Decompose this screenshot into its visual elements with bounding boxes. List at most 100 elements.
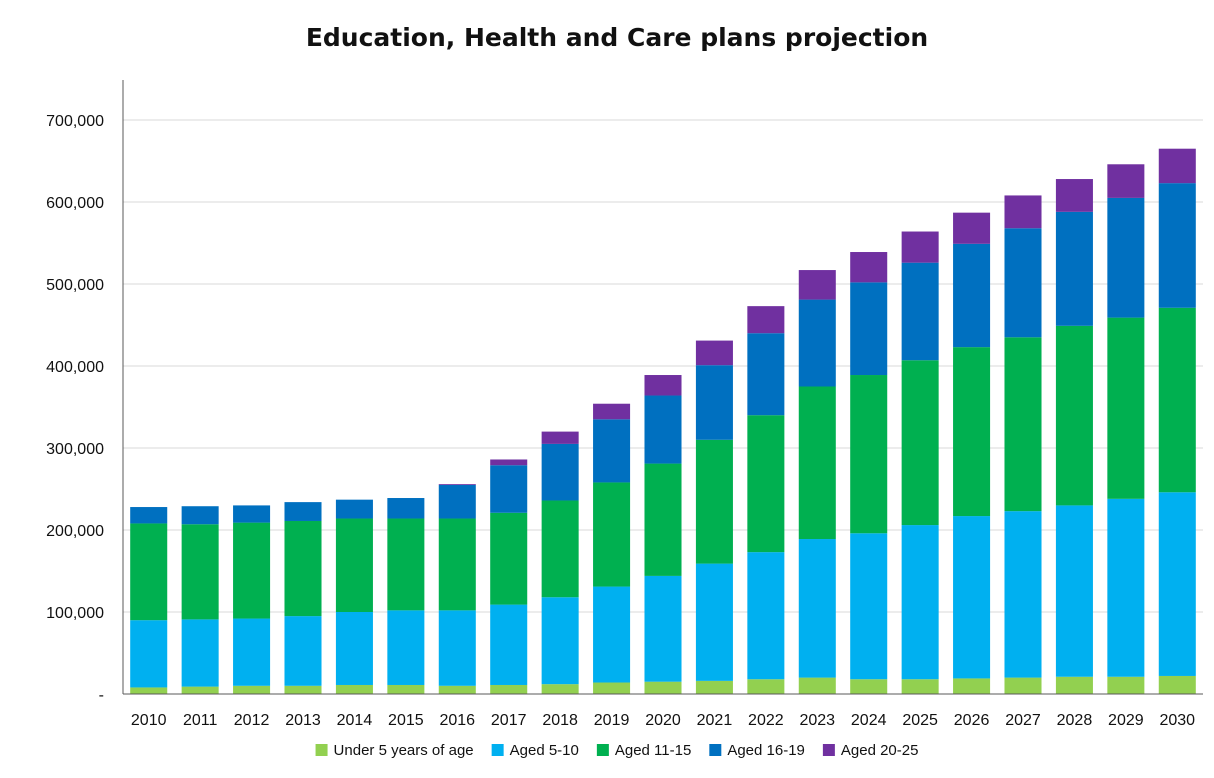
bar-segment bbox=[1055, 211, 1093, 326]
legend-item: Aged 20-25 bbox=[822, 742, 918, 759]
bar-segment bbox=[387, 610, 425, 685]
legend-swatch bbox=[596, 744, 609, 756]
bar-segment bbox=[798, 386, 836, 540]
bar-segment bbox=[901, 262, 939, 361]
legend-label: Aged 11-15 bbox=[615, 742, 691, 759]
bar-segment bbox=[1107, 498, 1145, 677]
bar-segment bbox=[1004, 511, 1042, 678]
bar-segment bbox=[181, 619, 219, 687]
bar-segment bbox=[695, 563, 733, 681]
bar-segment bbox=[747, 679, 785, 694]
bar-segment bbox=[387, 498, 425, 519]
legend-item: Aged 11-15 bbox=[596, 742, 691, 759]
x-tick-label: 2027 bbox=[1005, 712, 1041, 729]
bar-segment bbox=[1004, 677, 1042, 694]
legend-swatch bbox=[491, 744, 504, 756]
bar-segment bbox=[490, 465, 528, 513]
bar-segment bbox=[798, 677, 836, 694]
bar-segment bbox=[233, 522, 271, 619]
bar-segment bbox=[335, 499, 373, 519]
bar-segment bbox=[1158, 148, 1196, 184]
x-tick-label: 2026 bbox=[954, 712, 990, 729]
bar-segment bbox=[335, 518, 373, 612]
legend-item: Aged 16-19 bbox=[709, 742, 805, 759]
bar-segment bbox=[953, 347, 991, 517]
y-tick-label: 300,000 bbox=[46, 441, 104, 458]
x-tick-label: 2014 bbox=[337, 712, 373, 729]
x-tick-label: 2023 bbox=[799, 712, 835, 729]
bar-segment bbox=[130, 620, 168, 688]
axes: - 100,000 200,000 300,000 400,000 500,000 600,… bbox=[46, 80, 1203, 729]
legend-label: Under 5 years of age bbox=[334, 742, 474, 759]
bar-segment bbox=[953, 243, 991, 348]
bar-segment bbox=[284, 685, 322, 694]
y-tick-label: 100,000 bbox=[46, 605, 104, 622]
chart-title: Education, Health and Care plans project… bbox=[306, 23, 928, 52]
bar-segment bbox=[1055, 179, 1093, 212]
bar-segment bbox=[438, 484, 476, 519]
bar-segment bbox=[387, 518, 425, 611]
bar-segment bbox=[284, 616, 322, 686]
bar-segment bbox=[798, 539, 836, 678]
bar-segment bbox=[1004, 195, 1042, 229]
bar-segment bbox=[335, 612, 373, 685]
bar-segment bbox=[1158, 183, 1196, 308]
bar-segment bbox=[850, 679, 888, 694]
legend: Under 5 years of age Aged 5-10 Aged 11-15 A… bbox=[315, 742, 918, 759]
x-tick-label: 2030 bbox=[1159, 712, 1195, 729]
bar-segment bbox=[695, 340, 733, 366]
bar-segment bbox=[284, 502, 322, 521]
bar-segment bbox=[1158, 492, 1196, 676]
bar-segment bbox=[181, 686, 219, 694]
bar-segment bbox=[438, 484, 476, 485]
bar-segment bbox=[1107, 317, 1145, 499]
bar-segment bbox=[695, 439, 733, 564]
x-tick-label: 2025 bbox=[902, 712, 938, 729]
bar-segment bbox=[644, 463, 682, 576]
bar-segment bbox=[438, 685, 476, 694]
bar-segment bbox=[1004, 228, 1042, 338]
legend-label: Aged 16-19 bbox=[727, 742, 805, 759]
legend-swatch bbox=[709, 744, 722, 756]
x-tick-label: 2021 bbox=[697, 712, 733, 729]
bar-segment bbox=[130, 507, 168, 524]
bar-segment bbox=[695, 680, 733, 694]
bar-segment bbox=[1055, 676, 1093, 694]
bar-segment bbox=[1107, 676, 1145, 694]
bar-segment bbox=[644, 395, 682, 464]
bar-segment bbox=[490, 684, 528, 694]
bar-segment bbox=[953, 678, 991, 694]
y-tick-label: - bbox=[99, 687, 104, 704]
bar-segment bbox=[901, 360, 939, 526]
x-tick-label: 2016 bbox=[439, 712, 475, 729]
bar-segment bbox=[747, 415, 785, 553]
bar-segment bbox=[233, 618, 271, 686]
bar-segment bbox=[1107, 164, 1145, 198]
y-tick-label: 700,000 bbox=[46, 113, 104, 130]
bar-segment bbox=[798, 299, 836, 387]
legend-label: Aged 5-10 bbox=[510, 742, 579, 759]
bar-segment bbox=[284, 520, 322, 617]
bar-segment bbox=[1158, 307, 1196, 493]
x-tick-label: 2011 bbox=[183, 712, 218, 729]
x-tick-label: 2010 bbox=[131, 712, 167, 729]
bar-segment bbox=[850, 375, 888, 534]
bar-segment bbox=[593, 682, 631, 694]
x-tick-label: 2017 bbox=[491, 712, 527, 729]
bar-segment bbox=[695, 365, 733, 440]
bar-segment bbox=[901, 679, 939, 694]
x-tick-label: 2029 bbox=[1108, 712, 1144, 729]
x-tick-label: 2013 bbox=[285, 712, 321, 729]
bar-segment bbox=[490, 604, 528, 685]
bar-segment bbox=[335, 684, 373, 694]
bar-segment bbox=[541, 597, 579, 685]
bar-segment bbox=[953, 516, 991, 679]
x-tick-label: 2018 bbox=[542, 712, 578, 729]
legend-item: Under 5 years of age bbox=[315, 742, 474, 759]
bar-segment bbox=[644, 681, 682, 694]
x-tick-label: 2015 bbox=[388, 712, 424, 729]
bar-segment bbox=[644, 575, 682, 682]
bar-segment bbox=[541, 443, 579, 501]
bar-segment bbox=[233, 685, 271, 694]
